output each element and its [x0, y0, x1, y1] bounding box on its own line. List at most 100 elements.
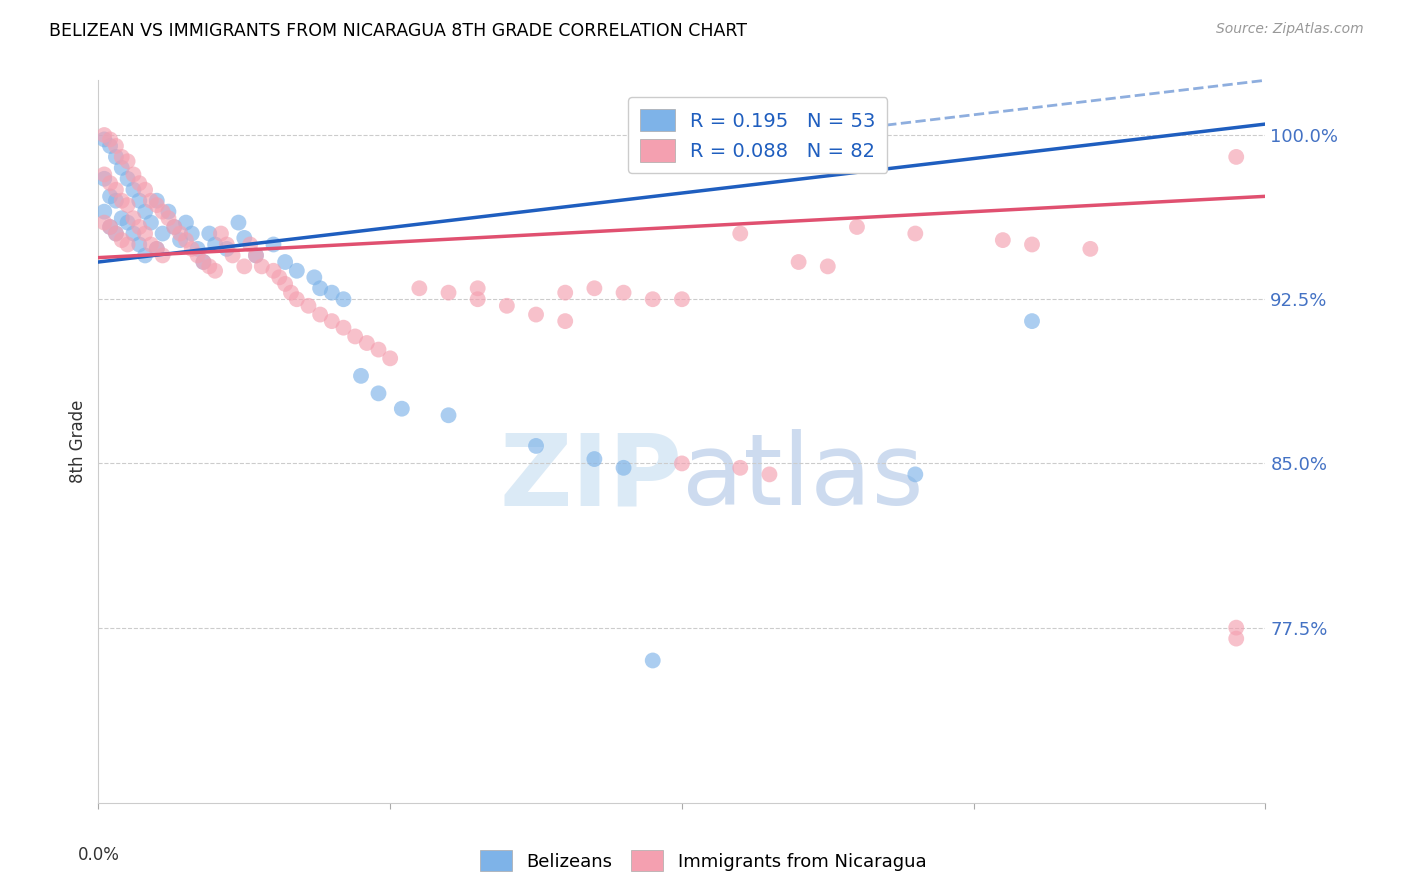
Point	[169, 227, 191, 241]
Point	[332, 320, 354, 334]
Point	[104, 227, 127, 241]
Point	[239, 237, 262, 252]
Point	[233, 260, 256, 274]
Point	[139, 216, 162, 230]
Point	[134, 183, 156, 197]
Point	[174, 216, 197, 230]
Point	[146, 242, 169, 256]
Point	[98, 219, 121, 234]
Point	[152, 248, 174, 262]
Point	[122, 183, 145, 197]
Point	[152, 204, 174, 219]
Point	[1225, 632, 1247, 646]
Point	[111, 211, 134, 226]
Point	[583, 281, 606, 295]
Point	[117, 198, 139, 212]
Point	[193, 255, 215, 269]
Point	[269, 270, 291, 285]
Legend: Belizeans, Immigrants from Nicaragua: Belizeans, Immigrants from Nicaragua	[472, 843, 934, 879]
Point	[350, 368, 373, 383]
Point	[1021, 314, 1043, 328]
Point	[250, 260, 273, 274]
Point	[671, 457, 693, 471]
Point	[367, 386, 389, 401]
Point	[134, 204, 156, 219]
Point	[904, 227, 927, 241]
Point	[467, 292, 489, 306]
Legend: R = 0.195   N = 53, R = 0.088   N = 82: R = 0.195 N = 53, R = 0.088 N = 82	[628, 97, 887, 173]
Point	[98, 176, 121, 190]
Point	[98, 219, 121, 234]
Point	[157, 211, 180, 226]
Point	[730, 460, 752, 475]
Point	[1080, 242, 1102, 256]
Text: ZIP: ZIP	[499, 429, 682, 526]
Text: BELIZEAN VS IMMIGRANTS FROM NICARAGUA 8TH GRADE CORRELATION CHART: BELIZEAN VS IMMIGRANTS FROM NICARAGUA 8T…	[49, 22, 747, 40]
Point	[583, 452, 606, 467]
Point	[309, 281, 332, 295]
Point	[104, 194, 127, 208]
Point	[111, 233, 134, 247]
Point	[262, 237, 284, 252]
Point	[280, 285, 302, 300]
Point	[93, 132, 115, 146]
Point	[93, 204, 115, 219]
Point	[139, 237, 162, 252]
Point	[321, 285, 343, 300]
Point	[187, 242, 209, 256]
Point	[356, 336, 378, 351]
Point	[245, 248, 267, 262]
Point	[391, 401, 413, 416]
Point	[787, 255, 810, 269]
Point	[104, 227, 127, 241]
Point	[524, 439, 547, 453]
Point	[274, 255, 297, 269]
Point	[730, 227, 752, 241]
Point	[104, 183, 127, 197]
Point	[104, 139, 127, 153]
Point	[215, 237, 238, 252]
Point	[180, 227, 202, 241]
Point	[221, 248, 243, 262]
Point	[152, 227, 174, 241]
Point	[641, 292, 664, 306]
Point	[1225, 150, 1247, 164]
Point	[204, 237, 226, 252]
Point	[93, 128, 115, 142]
Point	[641, 653, 664, 667]
Text: atlas: atlas	[682, 429, 924, 526]
Point	[117, 171, 139, 186]
Point	[157, 204, 180, 219]
Point	[163, 219, 186, 234]
Point	[122, 227, 145, 241]
Point	[408, 281, 430, 295]
Point	[554, 285, 576, 300]
Point	[367, 343, 389, 357]
Point	[117, 237, 139, 252]
Point	[128, 176, 150, 190]
Point	[344, 329, 367, 343]
Point	[134, 248, 156, 262]
Point	[554, 314, 576, 328]
Point	[904, 467, 927, 482]
Point	[98, 139, 121, 153]
Text: 0.0%: 0.0%	[77, 847, 120, 864]
Point	[93, 168, 115, 182]
Point	[111, 150, 134, 164]
Point	[111, 194, 134, 208]
Point	[128, 219, 150, 234]
Point	[332, 292, 354, 306]
Point	[187, 248, 209, 262]
Point	[285, 292, 308, 306]
Point	[198, 227, 221, 241]
Point	[817, 260, 839, 274]
Point	[274, 277, 297, 291]
Point	[174, 233, 197, 247]
Point	[215, 242, 238, 256]
Point	[198, 260, 221, 274]
Point	[758, 467, 780, 482]
Point	[524, 308, 547, 322]
Point	[117, 154, 139, 169]
Point	[128, 194, 150, 208]
Point	[991, 233, 1014, 247]
